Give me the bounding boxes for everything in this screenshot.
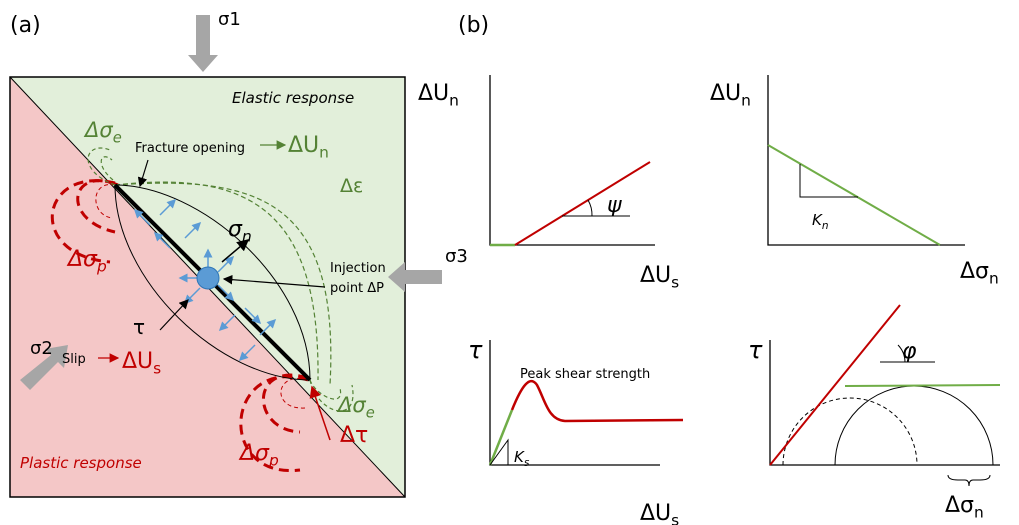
delta-u-s-subscript: s bbox=[153, 360, 161, 378]
delta-sigma-p-subscript: p bbox=[268, 452, 279, 470]
curve bbox=[515, 162, 650, 245]
sigma3-label: σ3 bbox=[445, 246, 468, 267]
sigma2-label: σ2 bbox=[30, 338, 53, 359]
tau-label: τ bbox=[133, 315, 145, 339]
injection-label-line: Injection bbox=[330, 261, 386, 276]
figure: (a)σ1Elastic responsePlastic responseΔσe… bbox=[0, 0, 1019, 525]
delta-u-s-symbol: ΔU bbox=[122, 349, 153, 374]
delta-sigma-e-symbol: Δσ bbox=[83, 118, 113, 142]
x-axis-label-subscript: n bbox=[974, 504, 984, 522]
curve bbox=[512, 381, 683, 421]
elastic-label: Elastic response bbox=[232, 89, 354, 107]
delta-sigma-p-symbol: Δσ bbox=[66, 247, 98, 272]
stiffness-label-subscript: n bbox=[822, 220, 829, 232]
x-axis-label-symbol: Δσ bbox=[960, 259, 989, 284]
x-axis-label: ΔUs bbox=[640, 501, 679, 525]
sigma-n-subscript: n bbox=[242, 228, 252, 246]
stiffness-label-subscript: s bbox=[524, 457, 530, 469]
y-axis-label: τ bbox=[748, 336, 763, 364]
x-axis-label-subscript: s bbox=[671, 274, 679, 292]
delta-u-n-subscript: n bbox=[319, 144, 329, 162]
stiffness-label: Kn bbox=[812, 211, 829, 232]
y-axis-label: ΔUn bbox=[418, 81, 459, 110]
mohr-circle bbox=[783, 398, 917, 465]
curve bbox=[490, 410, 512, 465]
x-axis-label-symbol: ΔU bbox=[640, 501, 671, 525]
delta-sigma-e-symbol: Δσ bbox=[336, 393, 366, 417]
x-axis-label-subscript: n bbox=[989, 270, 999, 288]
panel-label: (a) bbox=[10, 13, 41, 38]
angle-arc bbox=[588, 200, 592, 216]
x-axis-label-symbol: ΔU bbox=[640, 263, 671, 288]
x-axis-label: Δσn bbox=[945, 493, 984, 522]
y-axis-label-subscript: n bbox=[741, 92, 751, 110]
residual-envelope bbox=[845, 385, 1000, 386]
axes bbox=[490, 75, 655, 245]
delta-sigma-e-subscript: e bbox=[113, 129, 122, 146]
delta-epsilon: Δε bbox=[340, 175, 363, 197]
delta-sigma-e-subscript: e bbox=[366, 404, 375, 421]
y-axis-label: τ bbox=[468, 336, 483, 364]
injection-point bbox=[197, 267, 219, 289]
y-axis-label: ΔUn bbox=[710, 81, 751, 110]
sigma1-label: σ1 bbox=[218, 9, 241, 30]
brace bbox=[948, 475, 990, 486]
panel-b bbox=[490, 75, 1000, 486]
axes bbox=[768, 75, 965, 245]
annotation: Peak shear strength bbox=[520, 367, 650, 382]
delta-tau: Δτ bbox=[340, 423, 368, 448]
x-axis-label-symbol: Δσ bbox=[945, 493, 974, 518]
panel-label: (b) bbox=[458, 13, 489, 38]
injection-label-line: point ΔP bbox=[330, 281, 384, 296]
y-axis-label-symbol: ΔU bbox=[710, 81, 741, 106]
stiffness-label: Ks bbox=[514, 448, 530, 469]
fracture-opening-label: Fracture opening bbox=[135, 141, 245, 156]
sigma-n-symbol: σ bbox=[228, 217, 243, 242]
plastic-label: Plastic response bbox=[20, 454, 142, 472]
slip-label: Slip bbox=[62, 352, 86, 367]
angle-label: φ bbox=[902, 339, 917, 364]
axes bbox=[770, 340, 1000, 465]
x-axis-label: Δσn bbox=[960, 259, 999, 288]
x-axis-label-subscript: s bbox=[671, 512, 679, 525]
y-axis-label-symbol: ΔU bbox=[418, 81, 449, 106]
x-axis-label: ΔUs bbox=[640, 263, 679, 292]
curve bbox=[768, 145, 940, 245]
delta-u-n-symbol: ΔU bbox=[288, 133, 319, 158]
mohr-circle bbox=[835, 386, 993, 465]
delta-sigma-p-symbol: Δσ bbox=[238, 441, 270, 466]
angle-label: ψ bbox=[607, 193, 622, 218]
y-axis-label-subscript: n bbox=[449, 92, 459, 110]
delta-sigma-p-subscript: p bbox=[96, 258, 107, 276]
sigma1-arrow bbox=[188, 15, 218, 72]
